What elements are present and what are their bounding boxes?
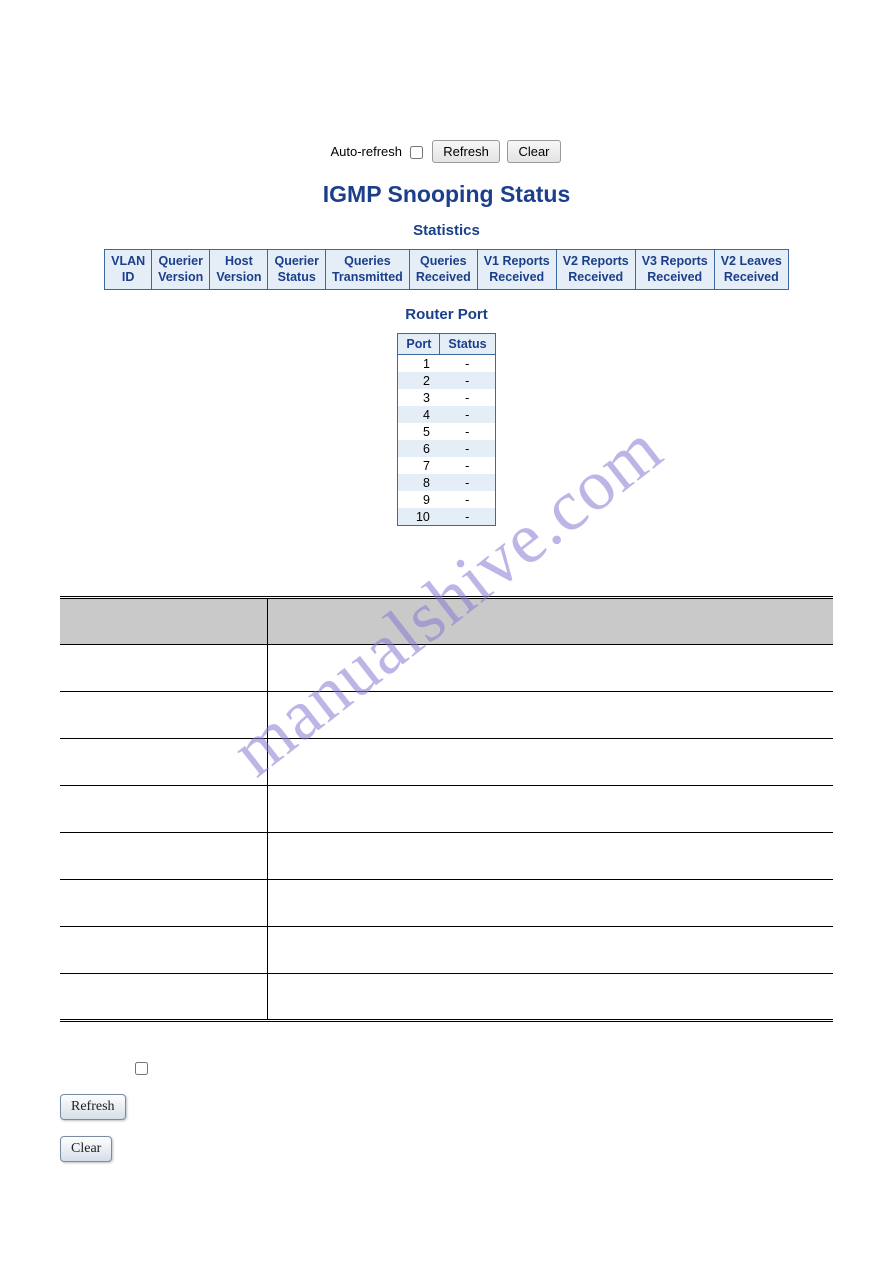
port-row: 4-: [398, 406, 495, 423]
port-row: 2-: [398, 372, 495, 389]
status-cell: -: [440, 389, 495, 406]
auto-refresh-label: Auto-refresh: [330, 144, 402, 159]
port-row: 1-: [398, 355, 495, 373]
stats-column-5: QueriesReceived: [409, 250, 477, 290]
clear-button-top[interactable]: Clear: [507, 140, 560, 163]
stats-column-9: V2 LeavesReceived: [714, 250, 788, 290]
port-cell: 10: [398, 508, 440, 526]
port-cell: 2: [398, 372, 440, 389]
refresh-button-top[interactable]: Refresh: [432, 140, 500, 163]
status-cell: -: [440, 491, 495, 508]
description-grid: [60, 596, 833, 1022]
port-cell: 5: [398, 423, 440, 440]
stats-column-4: QueriesTransmitted: [325, 250, 409, 290]
port-cell: 4: [398, 406, 440, 423]
stats-column-6: V1 ReportsReceived: [477, 250, 556, 290]
port-cell: 7: [398, 457, 440, 474]
status-cell: -: [440, 508, 495, 526]
port-column-header: Port: [398, 334, 440, 355]
port-cell: 8: [398, 474, 440, 491]
stats-column-2: HostVersion: [210, 250, 268, 290]
port-cell: 9: [398, 491, 440, 508]
port-row: 7-: [398, 457, 495, 474]
statistics-table: VLANIDQuerierVersionHostVersionQuerierSt…: [104, 249, 789, 290]
page-title: IGMP Snooping Status: [60, 181, 833, 208]
stats-column-0: VLANID: [105, 250, 152, 290]
clear-button-bottom[interactable]: Clear: [60, 1136, 112, 1162]
status-cell: -: [440, 406, 495, 423]
status-cell: -: [440, 440, 495, 457]
port-row: 3-: [398, 389, 495, 406]
top-toolbar: Auto-refresh Refresh Clear: [60, 140, 833, 163]
refresh-button-bottom[interactable]: Refresh: [60, 1094, 126, 1120]
port-row: 6-: [398, 440, 495, 457]
footer-checkbox[interactable]: [135, 1062, 148, 1075]
port-cell: 1: [398, 355, 440, 373]
status-cell: -: [440, 457, 495, 474]
status-cell: -: [440, 372, 495, 389]
status-cell: -: [440, 423, 495, 440]
status-cell: -: [440, 355, 495, 373]
router-port-table: Port Status 1-2-3-4-5-6-7-8-9-10-: [397, 333, 495, 526]
port-row: 9-: [398, 491, 495, 508]
stats-column-8: V3 ReportsReceived: [635, 250, 714, 290]
auto-refresh-checkbox[interactable]: [410, 146, 423, 159]
port-cell: 6: [398, 440, 440, 457]
stats-column-1: QuerierVersion: [152, 250, 210, 290]
status-cell: -: [440, 474, 495, 491]
router-port-title: Router Port: [60, 306, 833, 323]
statistics-title: Statistics: [60, 222, 833, 239]
port-row: 8-: [398, 474, 495, 491]
port-row: 5-: [398, 423, 495, 440]
status-column-header: Status: [440, 334, 495, 355]
stats-column-3: QuerierStatus: [268, 250, 325, 290]
port-cell: 3: [398, 389, 440, 406]
port-row: 10-: [398, 508, 495, 526]
stats-column-7: V2 ReportsReceived: [556, 250, 635, 290]
